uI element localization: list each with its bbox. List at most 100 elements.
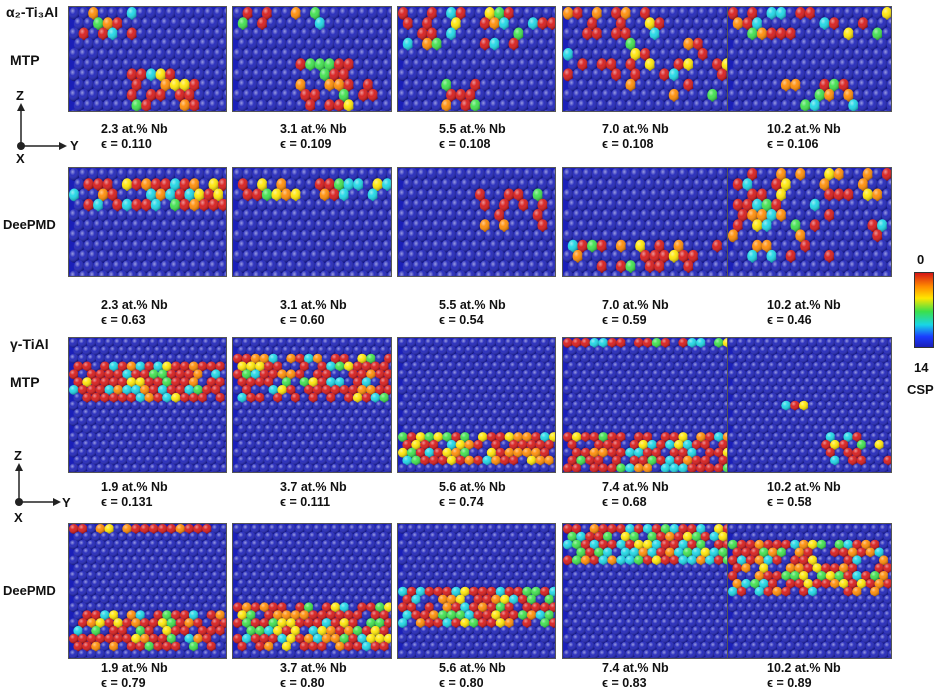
strain-label: ϵ = 0.110 (101, 137, 152, 151)
atomistic-snapshot-panel (68, 167, 227, 277)
row1-method-label: MTP (10, 52, 40, 68)
strain-label: ϵ = 0.79 (101, 676, 146, 690)
nb-composition-label: 1.9 at.% Nb (101, 661, 168, 675)
atom-lattice (69, 524, 226, 658)
axis-triad-gamma: Z Y X (8, 448, 78, 530)
atomistic-snapshot-panel (727, 6, 892, 112)
atomistic-snapshot-panel (232, 337, 392, 473)
panel-caption: 3.1 at.% Nb ϵ = 0.60 (280, 298, 347, 328)
strain-label: ϵ = 0.106 (767, 137, 819, 151)
gamma-phase-label: γ-TiAl (10, 336, 49, 352)
panel-caption: 5.5 at.% Nb ϵ = 0.54 (439, 298, 506, 328)
atom-lattice (69, 168, 226, 276)
atom-lattice (563, 524, 728, 658)
x-axis-label: X (14, 510, 23, 525)
atomistic-snapshot-panel (397, 523, 556, 659)
nb-composition-label: 10.2 at.% Nb (767, 661, 841, 675)
colorbar-title: CSP (907, 382, 934, 397)
panel-caption: 5.5 at.% Nb ϵ = 0.108 (439, 122, 506, 152)
panel-caption: 10.2 at.% Nb ϵ = 0.58 (767, 480, 841, 510)
atomistic-snapshot-panel (397, 6, 556, 112)
axis-triad-alpha: Z Y X (10, 88, 80, 166)
atomistic-snapshot-panel (397, 337, 556, 473)
nb-composition-label: 2.3 at.% Nb (101, 122, 168, 136)
strain-label: ϵ = 0.80 (280, 676, 325, 690)
atom-lattice (398, 7, 555, 111)
atom-lattice (563, 7, 728, 111)
strain-label: ϵ = 0.46 (767, 313, 812, 327)
atom-lattice (563, 338, 728, 472)
nb-composition-label: 2.3 at.% Nb (101, 298, 168, 312)
colorbar (914, 272, 934, 348)
nb-composition-label: 3.7 at.% Nb (280, 661, 347, 675)
atomistic-snapshot-panel (562, 167, 729, 277)
panel-caption: 2.3 at.% Nb ϵ = 0.110 (101, 122, 168, 152)
atom-lattice (233, 7, 391, 111)
atomistic-snapshot-panel (68, 523, 227, 659)
atomistic-snapshot-panel (727, 337, 892, 473)
panel-caption: 7.4 at.% Nb ϵ = 0.83 (602, 661, 669, 691)
nb-composition-label: 3.1 at.% Nb (280, 298, 347, 312)
atom-lattice (69, 7, 226, 111)
strain-label: ϵ = 0.54 (439, 313, 484, 327)
panel-caption: 10.2 at.% Nb ϵ = 0.89 (767, 661, 841, 691)
strain-label: ϵ = 0.108 (602, 137, 654, 151)
panel-caption: 3.1 at.% Nb ϵ = 0.109 (280, 122, 347, 152)
strain-label: ϵ = 0.58 (767, 495, 812, 509)
strain-label: ϵ = 0.60 (280, 313, 325, 327)
y-axis-label: Y (70, 138, 79, 153)
strain-label: ϵ = 0.83 (602, 676, 647, 690)
panel-caption: 1.9 at.% Nb ϵ = 0.131 (101, 480, 168, 510)
nb-composition-label: 7.0 at.% Nb (602, 298, 669, 312)
atom-lattice (233, 168, 391, 276)
strain-label: ϵ = 0.109 (280, 137, 332, 151)
panel-caption: 3.7 at.% Nb ϵ = 0.111 (280, 480, 347, 510)
atomistic-snapshot-panel (727, 523, 892, 659)
strain-label: ϵ = 0.68 (602, 495, 647, 509)
panel-caption: 10.2 at.% Nb ϵ = 0.46 (767, 298, 841, 328)
panel-caption: 5.6 at.% Nb ϵ = 0.74 (439, 480, 506, 510)
panel-caption: 10.2 at.% Nb ϵ = 0.106 (767, 122, 841, 152)
atomistic-snapshot-panel (397, 167, 556, 277)
strain-label: ϵ = 0.111 (280, 495, 331, 509)
colorbar-min-label: 0 (917, 252, 925, 267)
axis-arrows-icon (17, 103, 67, 150)
nb-composition-label: 10.2 at.% Nb (767, 122, 841, 136)
nb-composition-label: 10.2 at.% Nb (767, 298, 841, 312)
nb-composition-label: 3.7 at.% Nb (280, 480, 347, 494)
atomistic-snapshot-panel (727, 167, 892, 277)
atomistic-snapshot-panel (68, 6, 227, 112)
atom-lattice (69, 338, 226, 472)
atomistic-snapshot-panel (562, 337, 729, 473)
atom-lattice (728, 524, 891, 658)
nb-composition-label: 5.5 at.% Nb (439, 298, 506, 312)
nb-composition-label: 1.9 at.% Nb (101, 480, 168, 494)
z-axis-label: Z (16, 88, 24, 103)
nb-composition-label: 5.6 at.% Nb (439, 661, 506, 675)
atomistic-snapshot-panel (562, 6, 729, 112)
panel-caption: 1.9 at.% Nb ϵ = 0.79 (101, 661, 168, 691)
atomistic-snapshot-panel (232, 167, 392, 277)
nb-composition-label: 5.5 at.% Nb (439, 122, 506, 136)
alpha-phase-label: α₂-Ti₃Al (6, 4, 59, 20)
row3-method-label: MTP (10, 374, 40, 390)
strain-label: ϵ = 0.108 (439, 137, 491, 151)
nb-composition-label: 7.0 at.% Nb (602, 122, 669, 136)
strain-label: ϵ = 0.74 (439, 495, 484, 509)
nb-composition-label: 7.4 at.% Nb (602, 480, 669, 494)
panel-caption: 2.3 at.% Nb ϵ = 0.63 (101, 298, 168, 328)
strain-label: ϵ = 0.80 (439, 676, 484, 690)
panel-caption: 3.7 at.% Nb ϵ = 0.80 (280, 661, 347, 691)
panel-caption: 5.6 at.% Nb ϵ = 0.80 (439, 661, 506, 691)
nb-composition-label: 7.4 at.% Nb (602, 661, 669, 675)
atomistic-snapshot-panel (562, 523, 729, 659)
atom-lattice (728, 338, 891, 472)
y-axis-label: Y (62, 495, 71, 510)
atom-lattice (398, 338, 555, 472)
atomistic-snapshot-panel (68, 337, 227, 473)
atom-lattice (398, 524, 555, 658)
row4-method-label: DeePMD (3, 583, 56, 598)
strain-label: ϵ = 0.89 (767, 676, 812, 690)
x-axis-label: X (16, 151, 25, 166)
panel-caption: 7.0 at.% Nb ϵ = 0.108 (602, 122, 669, 152)
